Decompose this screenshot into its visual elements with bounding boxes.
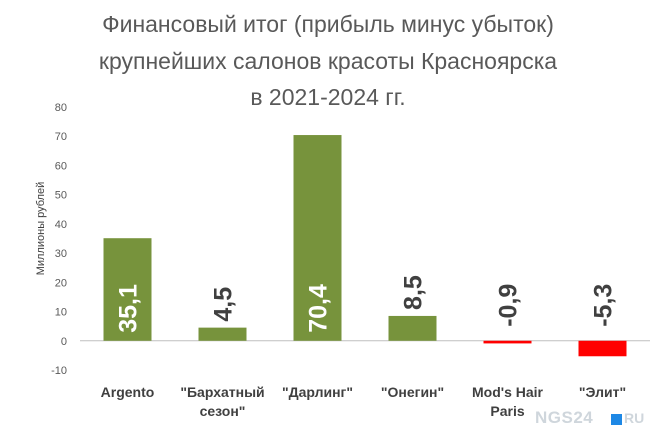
bar-0 bbox=[103, 238, 152, 341]
y-tick-label: 60 bbox=[55, 160, 67, 172]
bar-5 bbox=[578, 340, 627, 357]
category-label-4: Mod's Hair bbox=[472, 384, 544, 400]
category-label-3: "Онегин" bbox=[381, 384, 444, 400]
bar-value-label-0: 35,1 bbox=[115, 284, 143, 333]
watermark-square-icon bbox=[611, 414, 622, 425]
bar-4 bbox=[483, 340, 532, 344]
watermark-text: NGS24 bbox=[535, 408, 594, 427]
category-label-5: "Элит" bbox=[579, 384, 626, 400]
chart-title-line-2: крупнейших салонов красоты Красноярска bbox=[98, 48, 558, 74]
bar-3 bbox=[388, 315, 437, 341]
bar-value-label-3: 8,5 bbox=[400, 275, 428, 310]
y-tick-label: 30 bbox=[55, 248, 67, 260]
category-label-4: Paris bbox=[490, 403, 524, 419]
category-label-1: "Бархатный bbox=[180, 384, 264, 400]
y-tick-label: -10 bbox=[51, 365, 67, 377]
category-label-1: сезон" bbox=[200, 403, 246, 419]
y-tick-label: 40 bbox=[55, 219, 67, 231]
watermark-suffix: RU bbox=[624, 410, 645, 426]
y-tick-label: 50 bbox=[55, 190, 67, 202]
bar-value-label-4: -0,9 bbox=[495, 284, 523, 327]
bar-value-label-1: 4,5 bbox=[210, 287, 238, 322]
bar-2 bbox=[293, 135, 342, 341]
y-tick-label: 20 bbox=[55, 277, 67, 289]
bar-value-label-5: -5,3 bbox=[590, 284, 618, 327]
chart-title-line-1: Финансовый итог (прибыль минус убыток) bbox=[102, 11, 554, 37]
y-tick-label: 70 bbox=[55, 131, 67, 143]
category-label-2: "Дарлинг" bbox=[282, 384, 353, 400]
y-axis-label: Миллионы рублей bbox=[35, 182, 47, 276]
y-tick-label: 10 bbox=[55, 307, 67, 319]
category-label-0: Argento bbox=[101, 384, 155, 400]
y-tick-label: 80 bbox=[55, 102, 67, 114]
chart-title-line-3: в 2021-2024 гг. bbox=[250, 84, 406, 110]
y-tick-label: 0 bbox=[61, 336, 67, 348]
bar-1 bbox=[198, 327, 247, 341]
bar-value-label-2: 70,4 bbox=[305, 284, 333, 333]
